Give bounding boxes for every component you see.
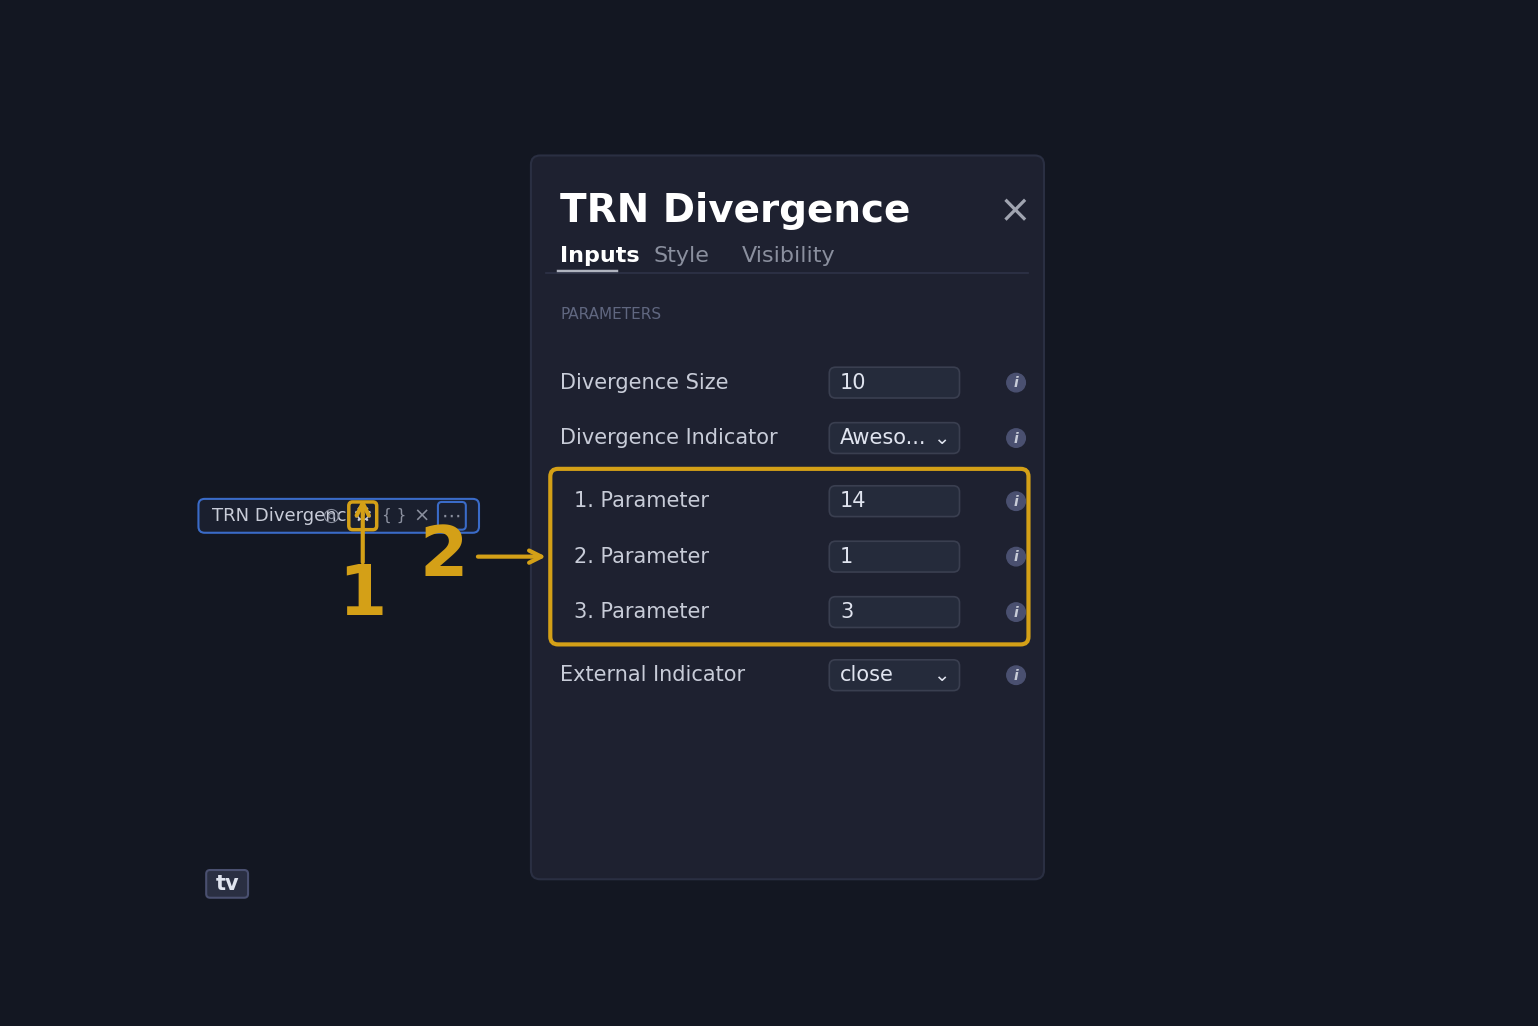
Text: tv: tv [215, 874, 238, 894]
FancyBboxPatch shape [206, 870, 248, 898]
Text: External Indicator: External Indicator [560, 665, 746, 685]
Text: Style: Style [654, 245, 709, 266]
Text: PARAMETERS: PARAMETERS [560, 308, 661, 322]
Text: 14: 14 [840, 491, 866, 511]
Text: Inputs: Inputs [560, 245, 640, 266]
Text: Divergence Indicator: Divergence Indicator [560, 428, 778, 448]
Text: Visibility: Visibility [741, 245, 835, 266]
FancyBboxPatch shape [829, 367, 960, 398]
Text: close: close [840, 665, 894, 685]
Circle shape [1007, 373, 1026, 392]
Text: ⌄: ⌄ [932, 667, 949, 685]
Text: ⚙: ⚙ [352, 506, 372, 525]
Text: 3. Parameter: 3. Parameter [574, 602, 709, 622]
FancyBboxPatch shape [829, 542, 960, 573]
Text: 10: 10 [840, 372, 866, 393]
Text: { }: { } [381, 508, 406, 523]
Text: 1: 1 [338, 562, 388, 629]
FancyBboxPatch shape [829, 485, 960, 516]
Text: 1: 1 [840, 547, 854, 566]
Text: i: i [1014, 495, 1018, 509]
FancyBboxPatch shape [551, 469, 1029, 644]
Circle shape [1007, 491, 1026, 510]
Text: i: i [1014, 432, 1018, 446]
Text: i: i [1014, 377, 1018, 390]
FancyBboxPatch shape [438, 502, 466, 529]
Text: ×: × [998, 192, 1030, 230]
Text: Aweso...: Aweso... [840, 428, 927, 448]
Text: ⋯: ⋯ [441, 506, 461, 525]
Text: 3: 3 [840, 602, 854, 622]
Text: ×: × [414, 506, 429, 525]
Text: 2: 2 [420, 523, 468, 590]
Text: ◎: ◎ [323, 506, 340, 525]
Text: 1. Parameter: 1. Parameter [574, 491, 709, 511]
Text: Divergence Size: Divergence Size [560, 372, 729, 393]
FancyBboxPatch shape [829, 423, 960, 453]
Circle shape [1007, 666, 1026, 684]
Text: ⌄: ⌄ [932, 429, 949, 448]
Circle shape [1007, 603, 1026, 622]
FancyBboxPatch shape [531, 156, 1044, 879]
FancyBboxPatch shape [198, 499, 478, 532]
Text: TRN Divergence: TRN Divergence [212, 507, 358, 525]
Text: i: i [1014, 605, 1018, 620]
FancyBboxPatch shape [829, 660, 960, 690]
Circle shape [1007, 429, 1026, 447]
Text: i: i [1014, 550, 1018, 564]
FancyBboxPatch shape [829, 597, 960, 628]
Circle shape [1007, 548, 1026, 566]
Text: 2. Parameter: 2. Parameter [574, 547, 709, 566]
Text: i: i [1014, 669, 1018, 683]
Text: TRN Divergence: TRN Divergence [560, 192, 910, 230]
FancyBboxPatch shape [349, 502, 377, 529]
